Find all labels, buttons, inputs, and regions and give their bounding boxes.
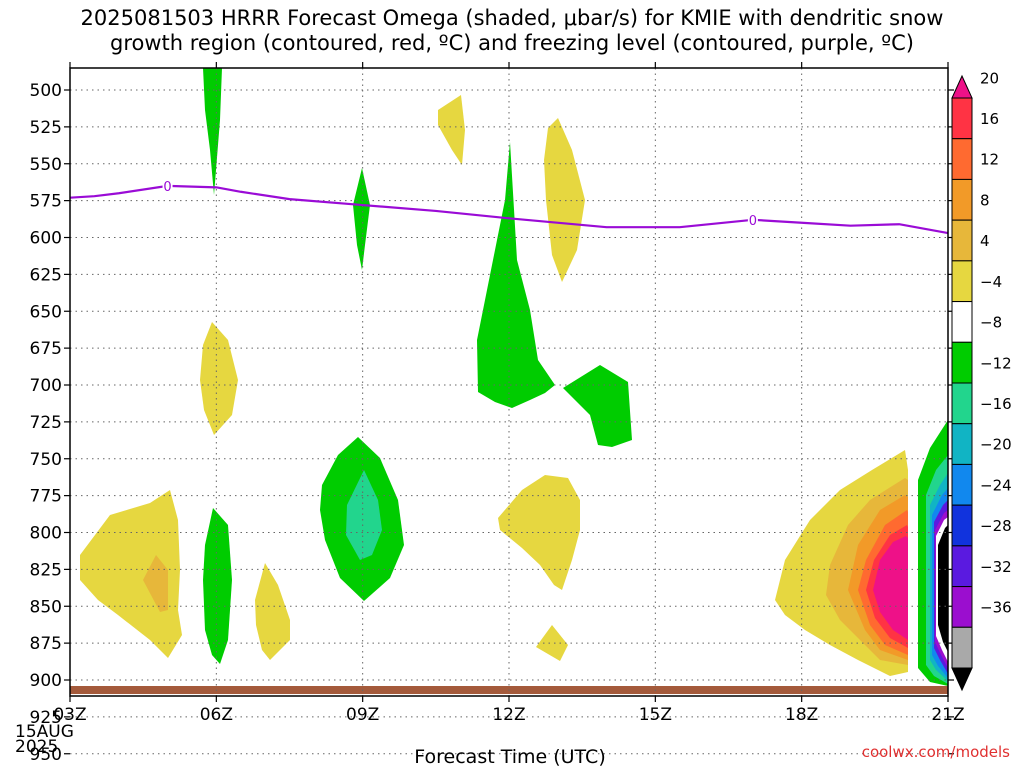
colorbar-label: −24 [980, 476, 1012, 494]
omega-positive-region [255, 563, 290, 660]
omega-negative-region [477, 142, 555, 408]
x-tick-label: 06Z [200, 705, 233, 725]
y-tick-label: 550 [30, 155, 62, 175]
y-tick-label: 675 [30, 339, 62, 359]
x-tick-label: 15Z [639, 705, 672, 725]
omega-negative-region [203, 68, 222, 195]
colorbar-label: −32 [980, 558, 1012, 576]
colorbar-segment [951, 138, 973, 180]
colorbar-label: −20 [980, 436, 1012, 454]
freezing-label-bg [747, 212, 758, 227]
omega-positive-region [200, 322, 238, 435]
title-line-1: 2025081503 HRRR Forecast Omega (shaded, … [80, 6, 944, 30]
x-tick-label: 21Z [931, 705, 964, 725]
colorbar-label: −8 [980, 314, 1002, 332]
omega-negative-region [353, 168, 370, 270]
freezing-level-label: 0 [163, 180, 171, 195]
omega-negative-region [203, 508, 232, 664]
colorbar-label: 4 [980, 232, 990, 250]
chart-title: 2025081503 HRRR Forecast Omega (shaded, … [0, 6, 1024, 56]
freezing-level-contour: 00 [69, 178, 949, 235]
colorbar-label: −4 [980, 273, 1002, 291]
freezing-level-line [69, 184, 949, 235]
omega-positive-region [80, 490, 182, 658]
colorbar-segment [951, 586, 973, 628]
x-tick-label: 09Z [346, 705, 379, 725]
colorbar-segment [951, 504, 973, 547]
colorbar-segment [951, 341, 973, 384]
colorbar-segment [951, 260, 973, 303]
freezing-label-bg [162, 178, 173, 193]
colorbar-label: −28 [980, 517, 1012, 535]
colorbar-segment [951, 219, 973, 262]
freezing-level-label: 0 [749, 214, 757, 229]
x-tick-label: 03Z [53, 705, 86, 725]
y-tick-label: 500 [30, 81, 62, 101]
colorbar: 20 16 12 8 4 −4 −8 −12 −16 −20 −24 −28 −32 −36 [951, 69, 1012, 692]
colorbar-label: 8 [980, 191, 990, 209]
y-tick-label: 725 [30, 413, 62, 433]
y-tick-label: 525 [30, 118, 62, 138]
omega-negative-region [938, 525, 948, 652]
colorbar-segment [951, 626, 973, 669]
colorbar-label: 12 [980, 151, 999, 169]
colorbar-segment [951, 301, 973, 343]
x-tick-label: 12Z [492, 705, 525, 725]
colorbar-segment [951, 423, 973, 465]
colorbar-label: 20 [980, 69, 999, 87]
grid-lines [70, 68, 948, 755]
colorbar-label: 16 [980, 110, 999, 128]
y-tick-label: 625 [30, 265, 62, 285]
y-tick-label: 950 [30, 745, 62, 765]
y-tick-label: 875 [30, 634, 62, 654]
y-tick-label: 750 [30, 450, 62, 470]
omega-positive-region [438, 95, 465, 165]
y-tick-label: 700 [30, 376, 62, 396]
colorbar-segment [951, 178, 973, 221]
x-date-label: 15AUG [15, 722, 74, 742]
omega-shaded-regions [70, 68, 948, 694]
omega-positive-region [143, 555, 168, 612]
x-date-label: 2025 [15, 737, 58, 757]
y-tick-label: 775 [30, 487, 62, 507]
omega-positive-region [873, 536, 908, 640]
y-tick-label: 900 [30, 671, 62, 691]
omega-negative-region [563, 365, 632, 447]
y-tick-label: 575 [30, 192, 62, 212]
omega-positive-region [536, 625, 568, 661]
colorbar-label: −36 [980, 599, 1012, 617]
source-credit: coolwx.com/models [861, 743, 1010, 761]
y-tick-label: 800 [30, 524, 62, 544]
y-axis-ticks: 500 525 550 575 600 625 650 675 700 725 750 775 800 8… [30, 81, 954, 765]
y-tick-label: 650 [30, 302, 62, 322]
title-line-2: growth region (contoured, red, ºC) and f… [110, 31, 914, 55]
omega-negative-region [346, 470, 382, 560]
colorbar-segment [951, 97, 973, 140]
omega-positive-region [544, 118, 585, 282]
colorbar-top-triangle [951, 74, 973, 99]
y-tick-label: 850 [30, 597, 62, 617]
y-tick-label: 925 [30, 708, 62, 728]
colorbar-label: −16 [980, 395, 1012, 413]
colorbar-bottom-triangle [951, 667, 973, 692]
colorbar-segment [951, 545, 973, 588]
x-axis-label: Forecast Time (UTC) [414, 746, 606, 768]
y-tick-label: 600 [30, 229, 62, 249]
colorbar-segment [951, 382, 973, 425]
y-tick-label: 825 [30, 560, 62, 580]
colorbar-label: −12 [980, 354, 1012, 372]
x-tick-label: 18Z [785, 705, 818, 725]
colorbar-segment [951, 463, 973, 506]
